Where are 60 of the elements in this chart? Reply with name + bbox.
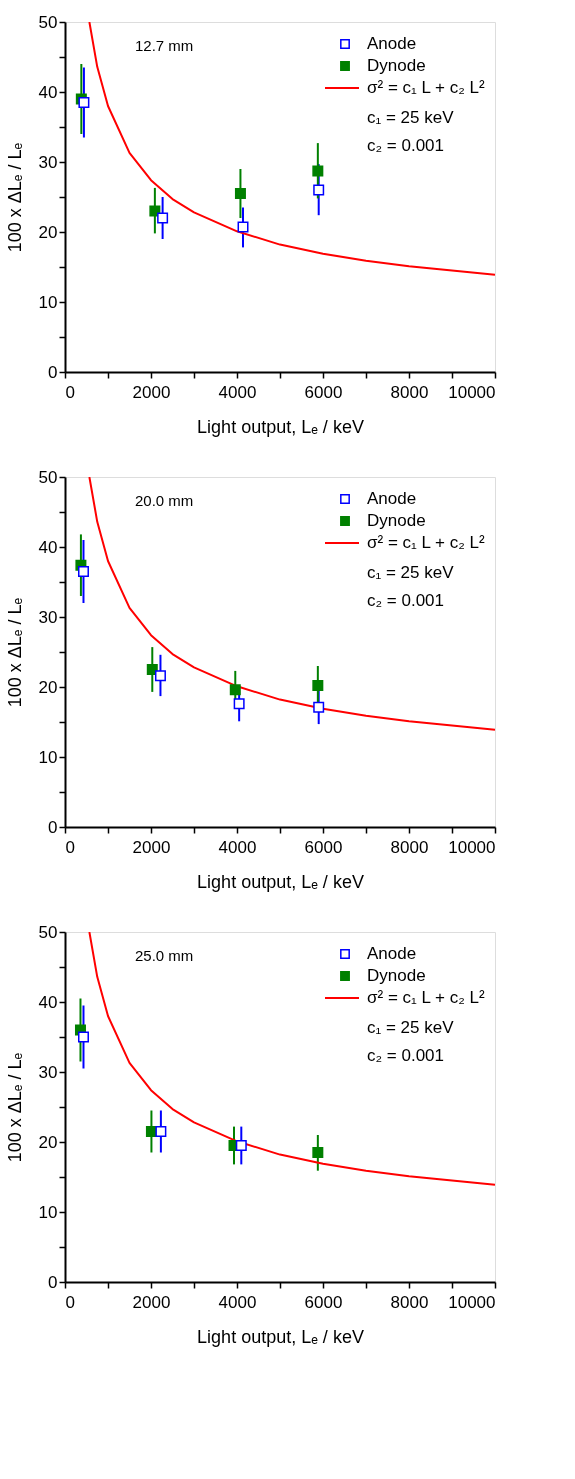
x-tick-label: 4000 xyxy=(218,837,257,857)
x-tick-label: 2000 xyxy=(132,837,171,857)
annotation: c₁ = 25 keV xyxy=(367,563,455,582)
x-tick-label: 4000 xyxy=(218,1292,257,1312)
annotation: c₁ = 25 keV xyxy=(367,1018,455,1037)
annotation: 20.0 mm xyxy=(135,492,194,509)
x-tick-label: 8000 xyxy=(390,837,429,857)
y-tick-label: 0 xyxy=(48,1272,58,1292)
legend-label: σ² = c₁ L + c₂ L² xyxy=(367,533,485,552)
x-tick-label: 2000 xyxy=(132,382,171,402)
y-tick-label: 10 xyxy=(38,747,58,767)
legend-label: σ² = c₁ L + c₂ L² xyxy=(367,78,485,97)
x-tick-label: 8000 xyxy=(390,382,429,402)
legend-label: Anode xyxy=(367,489,417,508)
y-tick-label: 30 xyxy=(38,152,58,172)
x-axis-title: Light output, Lₑ / keV xyxy=(197,416,364,437)
annotation: 25.0 mm xyxy=(135,947,194,964)
y-tick-label: 30 xyxy=(38,1062,58,1082)
x-axis-title: Light output, Lₑ / keV xyxy=(197,871,364,892)
x-tick-label: 0 xyxy=(65,837,75,857)
x-tick-label: 0 xyxy=(65,1292,75,1312)
legend-label: Anode xyxy=(367,944,417,963)
legend-label: Dynode xyxy=(367,966,426,985)
annotation: c₂ = 0.001 xyxy=(367,1046,445,1065)
y-axis-title: 100 x ΔLₑ / Lₑ xyxy=(4,1052,25,1163)
x-tick-label: 10000 xyxy=(448,382,496,402)
y-axis-title: 100 x ΔLₑ / Lₑ xyxy=(4,142,25,253)
y-tick-label: 30 xyxy=(38,607,58,627)
y-tick-label: 0 xyxy=(48,817,58,837)
legend-label: Dynode xyxy=(367,511,426,530)
legend-label: σ² = c₁ L + c₂ L² xyxy=(367,988,485,1007)
x-tick-label: 8000 xyxy=(390,1292,429,1312)
y-tick-label: 40 xyxy=(38,82,58,102)
y-tick-label: 50 xyxy=(38,922,58,942)
x-tick-label: 10000 xyxy=(448,1292,496,1312)
y-tick-label: 10 xyxy=(38,292,58,312)
x-tick-label: 6000 xyxy=(304,382,343,402)
y-tick-label: 0 xyxy=(48,362,58,382)
x-tick-label: 10000 xyxy=(448,837,496,857)
x-tick-label: 0 xyxy=(65,382,75,402)
y-tick-label: 20 xyxy=(38,222,58,242)
annotation: c₁ = 25 keV xyxy=(367,108,455,127)
y-tick-label: 40 xyxy=(38,992,58,1012)
legend-label: Dynode xyxy=(367,56,426,75)
x-axis-title: Light output, Lₑ / keV xyxy=(197,1326,364,1347)
y-tick-label: 10 xyxy=(38,1202,58,1222)
x-tick-label: 4000 xyxy=(218,382,257,402)
annotation: 12.7 mm xyxy=(135,37,194,54)
y-tick-label: 50 xyxy=(38,467,58,487)
x-tick-label: 2000 xyxy=(132,1292,171,1312)
y-tick-label: 20 xyxy=(38,677,58,697)
annotation: c₂ = 0.001 xyxy=(367,591,445,610)
x-tick-label: 6000 xyxy=(304,837,343,857)
y-axis-title: 100 x ΔLₑ / Lₑ xyxy=(4,597,25,708)
x-tick-label: 6000 xyxy=(304,1292,343,1312)
y-tick-label: 20 xyxy=(38,1132,58,1152)
y-tick-label: 50 xyxy=(38,12,58,32)
y-tick-label: 40 xyxy=(38,537,58,557)
legend-label: Anode xyxy=(367,34,417,53)
annotation: c₂ = 0.001 xyxy=(367,136,445,155)
